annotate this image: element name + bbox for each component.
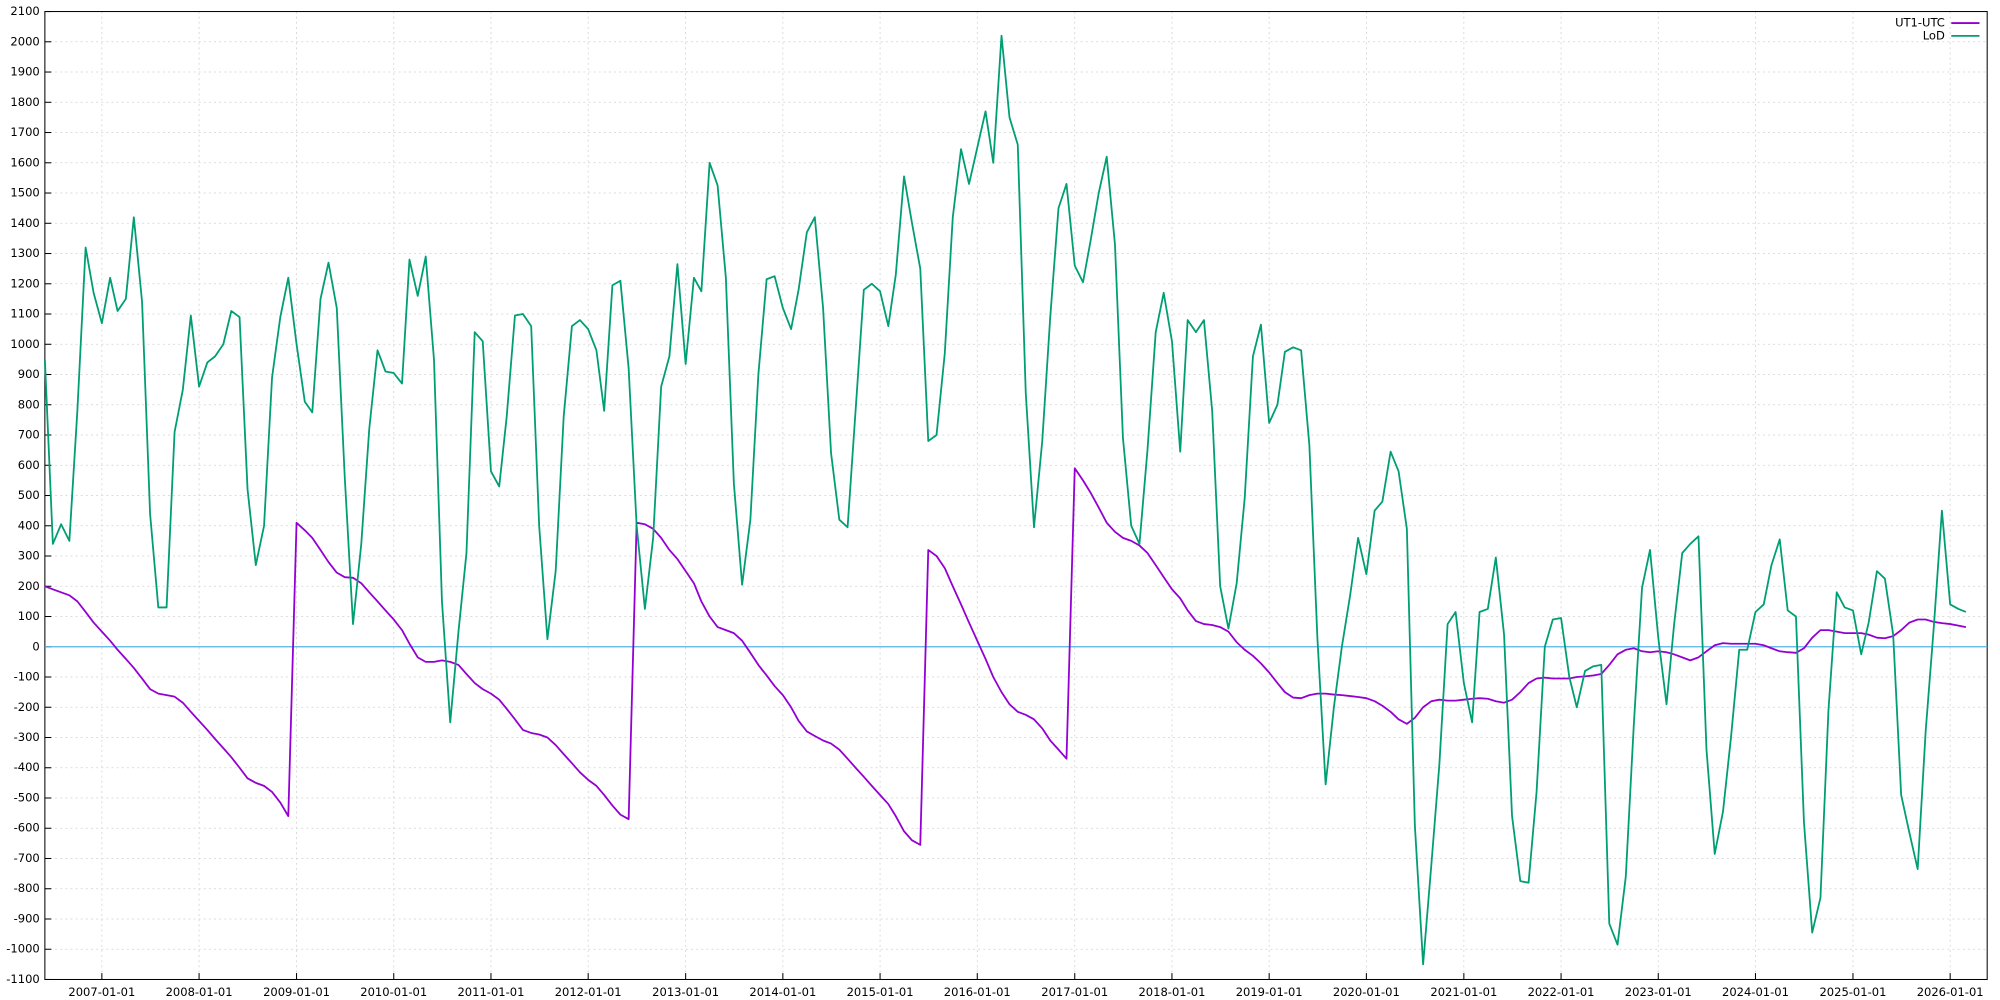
x-tick-label: 2011-01-01: [457, 985, 524, 999]
plot-frame: [44, 11, 1988, 980]
x-tick-label: 2013-01-01: [652, 985, 719, 999]
y-tick-label: 1300: [10, 246, 39, 260]
x-tick-label: 2020-01-01: [1333, 985, 1400, 999]
y-tick-label: 2000: [10, 34, 39, 48]
y-tick-label: 1200: [10, 276, 39, 290]
x-tick-label: 2018-01-01: [1138, 985, 1205, 999]
y-tick-label: 900: [18, 367, 40, 381]
y-tick-label: 1100: [10, 307, 39, 321]
x-tick-label: 2014-01-01: [749, 985, 816, 999]
y-tick-label: -400: [14, 760, 40, 774]
x-tick-label: 2012-01-01: [555, 985, 622, 999]
y-tick-label: 800: [18, 397, 40, 411]
y-tick-label: -1000: [6, 942, 39, 956]
y-tick-label: 1700: [10, 125, 39, 139]
x-tick-label: 2021-01-01: [1430, 985, 1497, 999]
y-tick-label: -300: [14, 730, 40, 744]
x-tick-label: 2022-01-01: [1528, 985, 1595, 999]
legend-label: LoD: [1923, 28, 1945, 42]
legend-label: UT1-UTC: [1895, 16, 1945, 30]
x-tick-label: 2026-01-01: [1917, 985, 1984, 999]
x-tick-label: 2010-01-01: [360, 985, 427, 999]
x-tick-label: 2008-01-01: [166, 985, 233, 999]
y-tick-label: 1600: [10, 155, 39, 169]
series-line: [44, 467, 1967, 846]
x-tick-label: 2016-01-01: [944, 985, 1011, 999]
y-tick-label: 1000: [10, 337, 39, 351]
y-tick-label: 1800: [10, 95, 39, 109]
x-tick-label: 2024-01-01: [1722, 985, 1789, 999]
y-tick-label: -900: [14, 911, 40, 925]
y-tick-label: -500: [14, 790, 40, 804]
x-tick-label: 2017-01-01: [1041, 985, 1108, 999]
y-tick-label: 100: [18, 609, 40, 623]
y-tick-label: -100: [14, 670, 40, 684]
x-tick-label: 2007-01-01: [68, 985, 135, 999]
y-tick-label: -200: [14, 700, 40, 714]
y-tick-label: 2100: [10, 4, 39, 18]
x-tick-label: 2015-01-01: [847, 985, 914, 999]
y-tick-label: 200: [18, 579, 40, 593]
y-tick-label: 700: [18, 428, 40, 442]
y-tick-label: 400: [18, 518, 40, 532]
x-tick-label: 2019-01-01: [1236, 985, 1303, 999]
series-line: [43, 34, 1967, 966]
y-tick-label: -1100: [6, 972, 39, 986]
y-tick-label: -800: [14, 881, 40, 895]
y-tick-label: 300: [18, 549, 40, 563]
y-tick-label: 600: [18, 458, 40, 472]
y-tick-label: 1500: [10, 186, 39, 200]
y-tick-label: -600: [14, 821, 40, 835]
y-tick-label: 1400: [10, 216, 39, 230]
y-tick-label: 0: [32, 639, 39, 653]
x-tick-label: 2025-01-01: [1819, 985, 1886, 999]
x-tick-label: 2023-01-01: [1625, 985, 1692, 999]
x-tick-label: 2009-01-01: [263, 985, 330, 999]
y-tick-label: 1900: [10, 65, 39, 79]
y-tick-label: -700: [14, 851, 40, 865]
y-tick-label: 500: [18, 488, 40, 502]
